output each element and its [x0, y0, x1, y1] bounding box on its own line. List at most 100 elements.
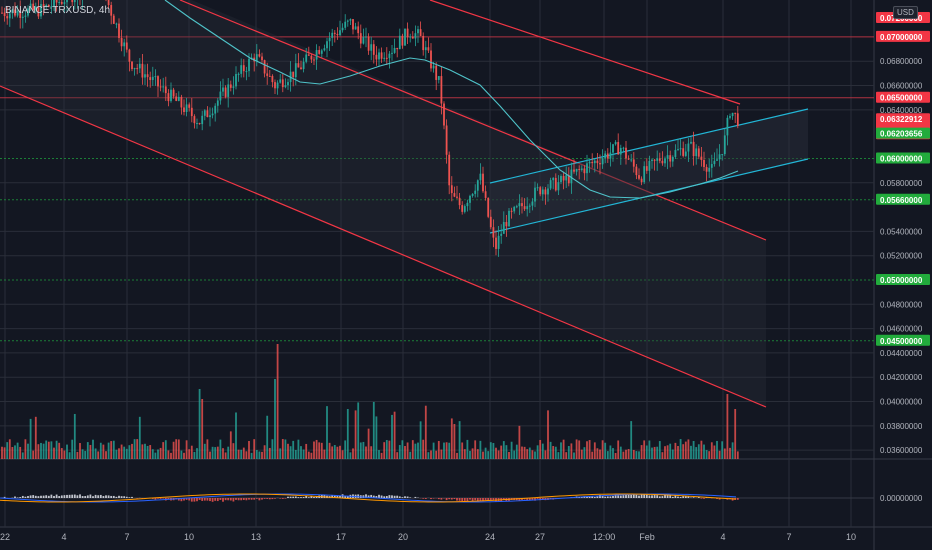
oscillator-bar [245, 498, 248, 501]
time-axis-label: 7 [124, 532, 129, 542]
candle [448, 154, 451, 186]
candle [349, 19, 352, 21]
oscillator-bar [736, 498, 739, 500]
oscillator-bar [40, 495, 42, 498]
oscillator-bar [263, 498, 266, 499]
volume-bar [398, 445, 401, 459]
volume-bar [237, 449, 240, 459]
oscillator-bar [284, 498, 287, 499]
time-axis-label: 10 [184, 532, 194, 542]
oscillator-bar [81, 496, 84, 498]
candle [214, 105, 217, 114]
candle [115, 23, 118, 25]
candle [521, 203, 523, 207]
volume-bar [84, 450, 87, 459]
channel-lower-line [0, 85, 767, 408]
candle [261, 56, 263, 61]
candle [198, 123, 201, 125]
oscillator-bar [307, 497, 310, 498]
volume-bar [567, 446, 570, 459]
time-axis-label: 22 [0, 532, 10, 542]
oscillator-bar [430, 498, 432, 500]
volume-bar [453, 424, 456, 459]
oscillator-bar [118, 495, 120, 498]
volume-bar [508, 451, 510, 459]
volume-bar [359, 442, 362, 459]
candle [731, 112, 734, 117]
volume-bar [362, 441, 365, 459]
volume-bar [138, 416, 141, 459]
volume-bar [146, 445, 149, 459]
volume-bar [606, 451, 609, 459]
candle [523, 206, 526, 210]
oscillator-bar [627, 494, 630, 498]
volume-bar [315, 439, 318, 459]
candle [640, 178, 643, 183]
volume-bar [8, 439, 11, 459]
candle [125, 42, 128, 50]
volume-bar [261, 451, 263, 459]
volume-bar [305, 443, 308, 459]
volume-bar [622, 451, 625, 459]
oscillator-bar [716, 498, 718, 499]
oscillator-bar [489, 498, 492, 501]
volume-bar [180, 450, 183, 459]
oscillator-bar [471, 498, 474, 502]
volume-bar [632, 449, 635, 459]
candle [34, 6, 37, 10]
volume-bar [320, 442, 323, 459]
oscillator-bar [700, 498, 703, 499]
oscillator-bar [292, 496, 295, 498]
oscillator-bar [14, 496, 16, 498]
candle [27, 8, 29, 16]
candle [336, 33, 339, 36]
volume-bar [219, 439, 222, 459]
volume-bar [588, 440, 591, 459]
volume-bar [302, 449, 305, 459]
oscillator-bar [224, 498, 227, 501]
volume-bar [154, 452, 157, 459]
volume-bar [521, 446, 523, 459]
oscillator-bar [599, 494, 601, 498]
oscillator-bar [528, 498, 531, 501]
candle [710, 164, 713, 168]
oscillator-bar [692, 497, 695, 498]
oscillator-bar [86, 495, 89, 498]
oscillator-bar [84, 496, 87, 498]
candle [149, 77, 152, 80]
oscillator-bar [123, 496, 126, 498]
oscillator-bar [37, 496, 40, 498]
oscillator-bar [617, 495, 620, 498]
candle [346, 20, 349, 22]
volume-bar [721, 441, 724, 459]
oscillator-bar [476, 498, 479, 502]
candle [502, 222, 505, 234]
volume-bar [687, 439, 690, 459]
volume-bar [279, 448, 282, 459]
candle [687, 143, 690, 152]
candle [573, 169, 575, 172]
oscillator-bar [365, 494, 367, 498]
volume-bar [310, 452, 313, 459]
volume-bar [255, 449, 258, 459]
volume-bar [6, 442, 9, 459]
oscillator-bar [375, 496, 378, 498]
candle [180, 96, 183, 108]
oscillator-bar [612, 495, 614, 498]
volume-bar [617, 440, 620, 459]
volume-bar [393, 411, 396, 459]
oscillator-bar [440, 498, 443, 500]
oscillator-bar [102, 496, 105, 498]
price-axis-label: 0.03600000 [880, 446, 923, 455]
candle [729, 116, 731, 118]
volume-bar [53, 447, 55, 459]
currency-badge[interactable]: USD [893, 6, 918, 19]
oscillator-bar [531, 498, 534, 501]
price-badge-label: 0.07000000 [880, 33, 923, 42]
candle [240, 65, 243, 74]
candle [203, 110, 206, 116]
oscillator-bar [50, 494, 53, 498]
volume-bar [560, 442, 562, 459]
volume-bar [47, 441, 50, 459]
